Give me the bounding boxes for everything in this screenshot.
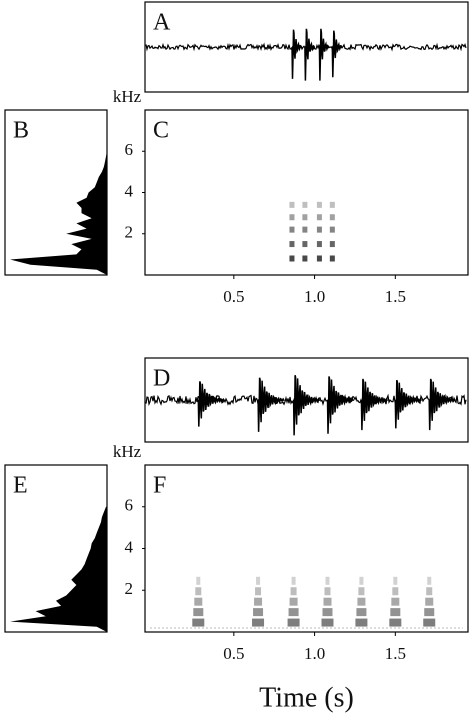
- x-tick-label: 1.5: [385, 644, 406, 663]
- spectrogram-pulse: [426, 587, 433, 596]
- panel-frame: [144, 464, 469, 633]
- pulse: [326, 376, 355, 434]
- spectrogram-pulse: [289, 214, 295, 221]
- spectrogram-pulse: [316, 214, 322, 221]
- x-tick-label: 0.5: [223, 287, 244, 306]
- y-tick-label: 4: [125, 537, 134, 556]
- y-tick-label: 2: [125, 579, 134, 598]
- spectrogram-pulse: [302, 241, 308, 248]
- spectrum-area: [10, 151, 108, 275]
- spectrogram-pulse: [391, 597, 400, 606]
- spectrogram-pulse: [329, 226, 335, 233]
- spectrogram-pulse: [289, 597, 298, 606]
- spectrogram-pulse: [252, 618, 265, 627]
- spectrogram-pulse: [355, 618, 368, 627]
- spectrogram-pulse: [291, 576, 296, 585]
- spectrogram-pulse: [255, 587, 262, 596]
- spectrogram-pulse: [389, 618, 402, 627]
- spectrogram-pulse: [194, 597, 203, 606]
- pulse: [197, 381, 225, 427]
- spectrogram-pulse: [324, 587, 331, 596]
- spectrogram-pulse: [356, 608, 367, 617]
- spectrogram-pulse: [390, 608, 401, 617]
- pulse: [291, 29, 303, 79]
- spectrogram-pulse: [302, 226, 308, 233]
- spectrogram-pulse: [288, 608, 299, 617]
- x-axis-label: Time (s): [259, 682, 354, 713]
- panel-label: E: [13, 473, 28, 499]
- spectrogram-pulse: [357, 597, 366, 606]
- spectrogram-pulse: [289, 255, 295, 262]
- pulse: [304, 28, 316, 81]
- panel-label: C: [153, 118, 169, 144]
- y-tick-label: 6: [125, 140, 134, 159]
- spectrogram-pulse: [329, 214, 335, 221]
- spectrogram-pulse: [329, 255, 335, 262]
- spectrogram-pulse: [196, 576, 201, 585]
- x-tick-label: 0.5: [223, 644, 244, 663]
- pulse: [428, 378, 456, 431]
- spectrogram-pulse: [289, 201, 295, 208]
- panel-frame: [144, 109, 469, 276]
- x-tick-label: 1.5: [385, 287, 406, 306]
- spectrogram-pulse: [193, 608, 204, 617]
- spectrogram-pulse: [290, 587, 297, 596]
- spectrogram-pulse: [316, 201, 322, 208]
- spectrogram-pulse: [289, 241, 295, 248]
- y-axis-label: kHz: [113, 87, 142, 106]
- spectrogram-pulse: [358, 587, 365, 596]
- spectrogram-pulse: [424, 608, 435, 617]
- spectrogram-pulse: [302, 214, 308, 221]
- spectrogram-pulse: [323, 597, 332, 606]
- pulse: [360, 378, 389, 431]
- pulse: [331, 30, 343, 78]
- spectrogram-pulse: [192, 618, 205, 627]
- pulse: [257, 377, 285, 432]
- spectrogram-pulse: [393, 576, 398, 585]
- spectrogram-pulse: [253, 608, 264, 617]
- x-tick-label: 1.0: [304, 644, 325, 663]
- x-tick-label: 1.0: [304, 287, 325, 306]
- panel-label: A: [153, 10, 171, 36]
- panel-label: F: [153, 473, 166, 499]
- spectrogram-pulse: [302, 255, 308, 262]
- spectrum-area: [10, 506, 108, 632]
- spectrogram-pulse: [392, 587, 399, 596]
- pulse: [394, 379, 422, 429]
- spectrogram-pulse: [254, 597, 263, 606]
- spectrogram-pulse: [321, 618, 334, 627]
- y-tick-label: 4: [125, 181, 134, 200]
- spectrogram-pulse: [316, 255, 322, 262]
- spectrogram-pulse: [289, 226, 295, 233]
- spectrogram-pulse: [256, 576, 261, 585]
- spectrogram-pulse: [359, 576, 364, 585]
- pulse: [318, 28, 330, 81]
- y-axis-label: kHz: [113, 442, 142, 461]
- spectrogram-pulse: [423, 618, 436, 627]
- spectrogram-pulse: [302, 201, 308, 208]
- pulse: [292, 375, 321, 436]
- spectrogram-pulse: [427, 576, 432, 585]
- spectrogram-pulse: [325, 576, 330, 585]
- panel-label: B: [13, 118, 29, 144]
- y-tick-label: 2: [125, 223, 134, 242]
- spectrogram-pulse: [425, 597, 434, 606]
- spectrogram-pulse: [287, 618, 300, 627]
- spectrogram-pulse: [316, 226, 322, 233]
- spectrogram-pulse: [329, 241, 335, 248]
- spectrogram-pulse: [322, 608, 333, 617]
- spectrogram-pulse: [329, 201, 335, 208]
- spectrogram-pulse: [195, 587, 202, 596]
- spectrogram-pulse: [316, 241, 322, 248]
- y-tick-label: 6: [125, 496, 134, 515]
- panel-label: D: [153, 366, 170, 392]
